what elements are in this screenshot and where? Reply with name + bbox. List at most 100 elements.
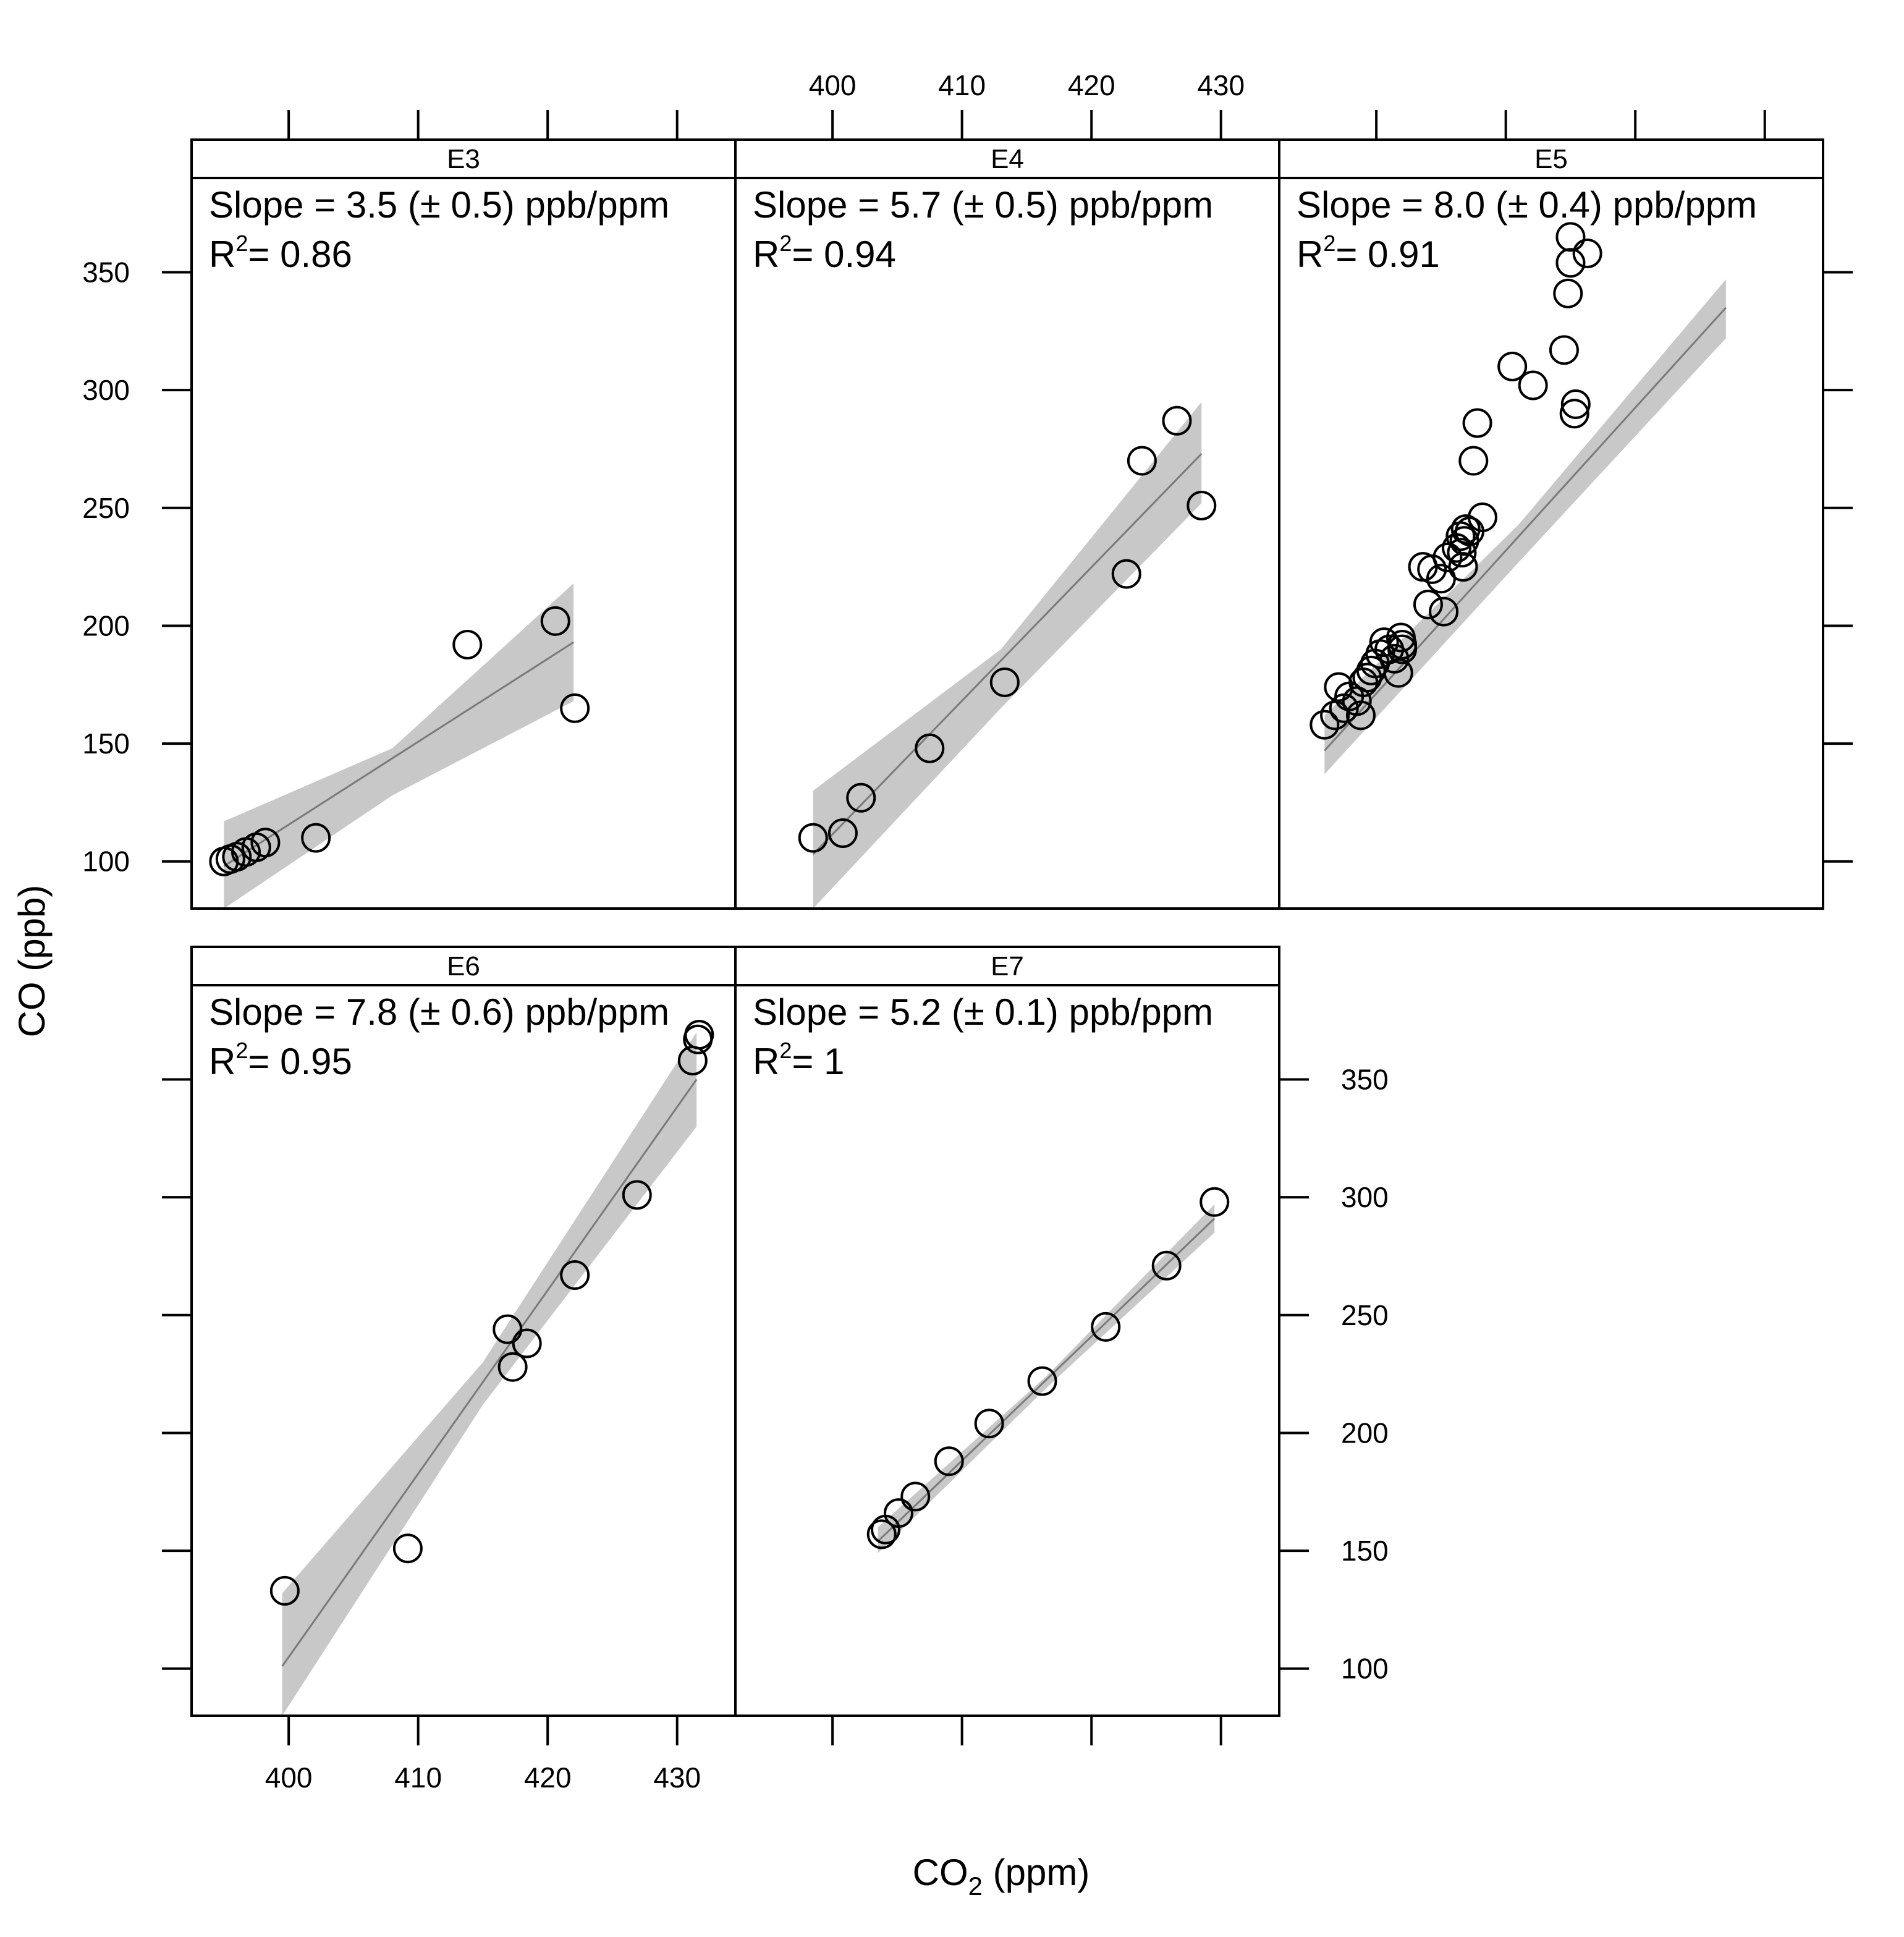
strip-label: E4 — [991, 144, 1024, 174]
data-point — [1091, 1312, 1121, 1342]
data-point — [1111, 559, 1141, 589]
data-point — [915, 733, 945, 763]
strip-label: E5 — [1534, 144, 1568, 174]
regression-line — [877, 1218, 1216, 1542]
data-point — [1320, 700, 1350, 731]
data-point — [846, 782, 876, 813]
data-point — [884, 1498, 913, 1528]
slope-annotation: Slope = 5.7 (± 0.5) ppb/ppm — [753, 184, 1213, 226]
strip-label: E6 — [447, 951, 480, 981]
slope-annotation: Slope = 7.8 (± 0.6) ppb/ppm — [209, 991, 669, 1033]
data-point — [684, 1020, 714, 1050]
y-tick-label: 350 — [82, 256, 130, 289]
r2-annotation: R2= 0.86 — [209, 231, 352, 275]
y-tick-label: 200 — [1341, 1417, 1389, 1449]
data-point — [1549, 335, 1579, 365]
x-tick-label: 430 — [653, 1761, 701, 1794]
data-point — [269, 1575, 300, 1606]
data-point — [1324, 672, 1354, 702]
data-point — [1027, 1366, 1057, 1396]
strip-box — [1278, 138, 1824, 179]
panel-border — [734, 946, 1280, 1717]
data-point — [866, 1519, 897, 1549]
x-axis-title: CO2 (ppm) — [913, 1852, 1090, 1901]
x-tick-label: 420 — [524, 1761, 572, 1794]
confidence-band — [1324, 279, 1726, 774]
panel-e7: E7 Slope = 5.2 (± 0.1) ppb/ppm R2= 1 — [734, 946, 1280, 1717]
y-tick-label: 350 — [1341, 1064, 1389, 1096]
data-point — [989, 667, 1020, 697]
regression-line — [223, 641, 574, 867]
data-point — [1413, 590, 1443, 620]
data-point — [1572, 239, 1602, 269]
data-point — [1200, 1187, 1230, 1217]
regression-line — [812, 453, 1203, 855]
confidence-band — [224, 583, 574, 909]
data-point — [1559, 399, 1589, 429]
data-point — [392, 1533, 423, 1564]
data-point — [1447, 538, 1477, 568]
y-tick-label: 150 — [82, 727, 130, 760]
data-point — [452, 629, 483, 659]
data-point — [1555, 222, 1586, 252]
panel-e5: E5 Slope = 8.0 (± 0.4) ppb/ppm R2= 0.91 — [1278, 138, 1824, 910]
data-point — [1352, 663, 1382, 693]
strip-label: E7 — [991, 951, 1024, 981]
panel-e3: E3 Slope = 3.5 (± 0.5) ppb/ppm R2= 0.86 — [190, 138, 737, 910]
data-point — [1467, 502, 1497, 533]
data-point — [1379, 643, 1410, 674]
data-point — [1346, 700, 1376, 731]
y-tick-label: 250 — [1341, 1299, 1389, 1331]
regression-line — [281, 1079, 698, 1667]
y-tick-label: 150 — [1341, 1535, 1389, 1567]
slope-annotation: Slope = 8.0 (± 0.4) ppb/ppm — [1297, 184, 1757, 226]
data-point — [1162, 405, 1192, 436]
data-point — [1310, 710, 1340, 740]
data-point — [1127, 446, 1157, 476]
regression-line — [1324, 307, 1727, 752]
data-point — [798, 823, 828, 853]
data-point — [1518, 370, 1548, 401]
data-point — [1432, 542, 1463, 572]
data-point — [1497, 352, 1528, 382]
data-point — [934, 1446, 964, 1477]
x-tick-label: 410 — [394, 1761, 442, 1794]
y-tick-label: 250 — [82, 492, 130, 524]
x-tick-label: 410 — [938, 69, 986, 101]
y-tick-label: 100 — [82, 846, 130, 878]
data-point — [1553, 278, 1583, 308]
y-tick-label: 300 — [82, 374, 130, 406]
x-tick-label: 430 — [1197, 69, 1245, 101]
data-point — [250, 828, 281, 858]
r2-annotation: R2= 1 — [753, 1038, 844, 1082]
data-point — [900, 1481, 931, 1512]
r2-annotation: R2= 0.94 — [753, 231, 896, 275]
data-point — [1555, 248, 1586, 278]
strip-box — [734, 946, 1280, 986]
y-tick-label: 300 — [1341, 1181, 1389, 1213]
x-tick-label: 420 — [1068, 69, 1115, 101]
slope-annotation: Slope = 5.2 (± 0.1) ppb/ppm — [753, 991, 1213, 1033]
data-point — [1187, 490, 1217, 520]
panel-e4: E4 Slope = 5.7 (± 0.5) ppb/ppm R2= 0.94 — [734, 138, 1280, 910]
data-point — [1560, 389, 1591, 420]
data-point — [1417, 554, 1447, 584]
slope-annotation: Slope = 3.5 (± 0.5) ppb/ppm — [209, 184, 669, 226]
data-point — [497, 1352, 528, 1382]
data-point — [512, 1328, 542, 1358]
data-point — [622, 1180, 652, 1210]
data-point — [301, 823, 331, 853]
y-axis-title: CO (ppb) — [11, 885, 53, 1038]
data-point — [974, 1409, 1004, 1439]
panel-border — [1278, 138, 1824, 910]
data-point — [1383, 658, 1413, 688]
data-point — [560, 1260, 590, 1290]
x-tick-label: 400 — [809, 69, 857, 101]
r2-annotation: R2= 0.91 — [1297, 231, 1440, 275]
y-tick-label: 100 — [1341, 1653, 1389, 1685]
panel-e6: E6 Slope = 7.8 (± 0.6) ppb/ppm R2= 0.95 — [190, 946, 737, 1717]
data-point — [1450, 514, 1481, 545]
data-point — [1458, 446, 1489, 476]
data-point — [1369, 627, 1399, 658]
